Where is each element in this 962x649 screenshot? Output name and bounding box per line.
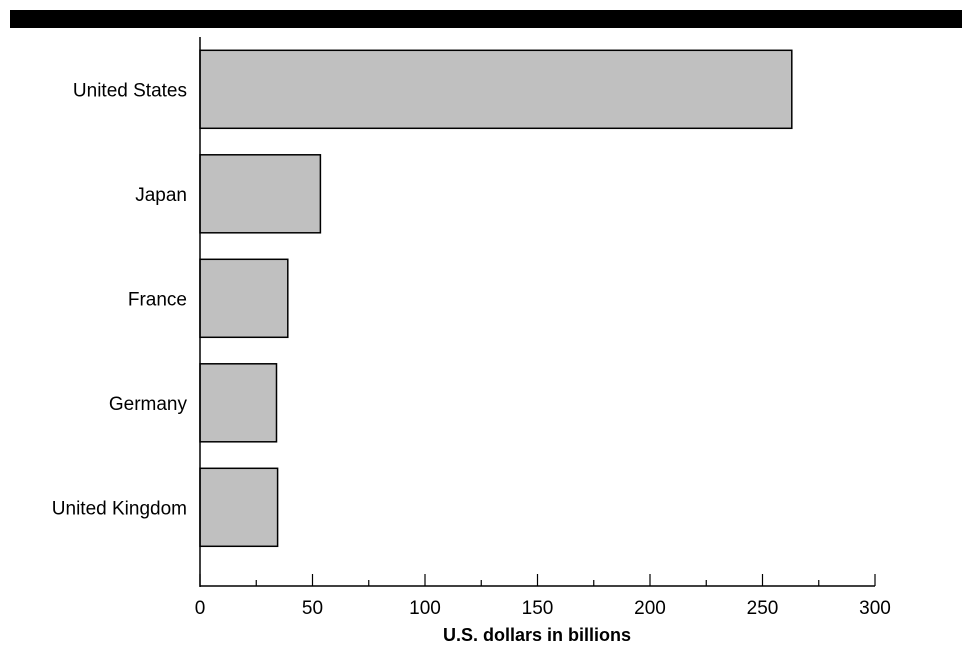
bars xyxy=(199,49,793,548)
bar-united-states xyxy=(199,49,793,130)
x-tick-label-50: 50 xyxy=(302,598,323,619)
header-bar xyxy=(10,10,962,28)
bar-germany xyxy=(199,363,278,443)
bar-france xyxy=(199,258,289,339)
bar-united-kingdom xyxy=(199,467,279,548)
category-labels: United States Japan France Germany United Ki… xyxy=(52,80,188,519)
x-tick-label-0: 0 xyxy=(195,598,206,619)
category-label-germany: Germany xyxy=(109,394,188,415)
x-tick-label-100: 100 xyxy=(409,598,441,619)
category-label-united-states: United States xyxy=(73,80,187,101)
x-axis-title: U.S. dollars in billions xyxy=(443,625,631,645)
category-label-japan: Japan xyxy=(135,185,187,206)
x-tick-label-200: 200 xyxy=(634,598,666,619)
bar-japan xyxy=(199,154,322,234)
category-label-united-kingdom: United Kingdom xyxy=(52,498,187,519)
x-tick-label-150: 150 xyxy=(522,598,554,619)
x-tick-labels: 0 50 100 150 200 250 300 xyxy=(195,598,891,619)
x-ticks xyxy=(199,574,876,586)
category-label-france: France xyxy=(128,289,187,310)
x-tick-label-300: 300 xyxy=(859,598,891,619)
x-tick-label-250: 250 xyxy=(747,598,779,619)
